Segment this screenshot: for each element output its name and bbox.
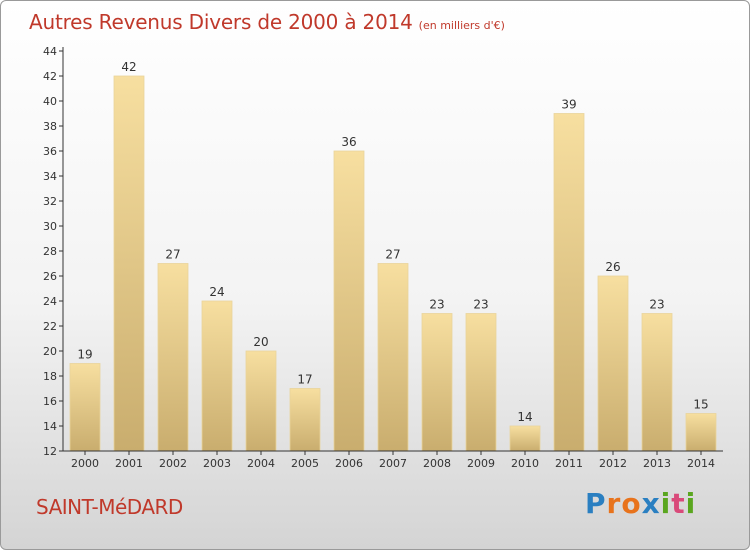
bar-2000 bbox=[69, 363, 101, 452]
data-label: 23 bbox=[429, 298, 444, 312]
bar-2014 bbox=[685, 413, 717, 452]
data-label: 39 bbox=[561, 98, 576, 112]
y-tick-label: 26 bbox=[43, 270, 57, 283]
x-tick-label: 2012 bbox=[599, 457, 627, 470]
data-label: 14 bbox=[517, 410, 532, 424]
y-tick-label: 32 bbox=[43, 195, 57, 208]
y-tick-label: 24 bbox=[43, 295, 57, 308]
logo-letter: x bbox=[641, 487, 661, 520]
data-label: 17 bbox=[297, 373, 312, 387]
y-tick-label: 44 bbox=[43, 45, 57, 58]
x-tick-label: 2003 bbox=[203, 457, 231, 470]
bar-2002 bbox=[157, 263, 189, 452]
data-label: 26 bbox=[605, 260, 620, 274]
x-tick-label: 2000 bbox=[71, 457, 99, 470]
x-tick-label: 2007 bbox=[379, 457, 407, 470]
x-tick-label: 2009 bbox=[467, 457, 495, 470]
y-tick-label: 18 bbox=[43, 370, 57, 383]
bars: 19 42 27 24 20 17 36 27 23 23 14 39 26 23 15 bbox=[69, 60, 717, 452]
logo-letter: r bbox=[606, 487, 622, 520]
chart-title-text: Autres Revenus Divers de 2000 à 2014 bbox=[29, 10, 413, 34]
x-axis: 2000 2001 2002 2003 2004 2005 2006 2007 2008 2009… bbox=[63, 450, 723, 470]
x-tick-label: 2005 bbox=[291, 457, 319, 470]
bar-2001 bbox=[113, 75, 145, 452]
town-name: SAINT-MéDARD bbox=[36, 495, 183, 519]
y-tick-label: 38 bbox=[43, 120, 57, 133]
data-label: 42 bbox=[121, 60, 136, 74]
bar-2010 bbox=[509, 425, 541, 452]
bar-2003 bbox=[201, 300, 233, 452]
x-tick-label: 2014 bbox=[687, 457, 715, 470]
data-label: 27 bbox=[385, 248, 400, 262]
bar-2012 bbox=[597, 275, 629, 452]
x-tick-label: 2011 bbox=[555, 457, 583, 470]
y-tick-label: 14 bbox=[43, 420, 57, 433]
logo-letter: o bbox=[621, 487, 642, 520]
bar-2009 bbox=[465, 313, 497, 452]
bar-2008 bbox=[421, 313, 453, 452]
bar-2004 bbox=[245, 350, 277, 452]
logo-letter: i bbox=[685, 487, 697, 520]
y-tick-label: 28 bbox=[43, 245, 57, 258]
y-tick-label: 16 bbox=[43, 395, 57, 408]
x-tick-label: 2006 bbox=[335, 457, 363, 470]
data-label: 19 bbox=[77, 348, 92, 362]
logo-letter: i bbox=[660, 487, 672, 520]
chart-title: Autres Revenus Divers de 2000 à 2014 (en … bbox=[29, 10, 505, 34]
x-tick-label: 2010 bbox=[511, 457, 539, 470]
data-label: 27 bbox=[165, 248, 180, 262]
data-label: 15 bbox=[693, 398, 708, 412]
x-tick-label: 2013 bbox=[643, 457, 671, 470]
y-tick-label: 12 bbox=[43, 445, 57, 458]
y-tick-label: 20 bbox=[43, 345, 57, 358]
y-axis: 12 14 16 18 20 22 24 26 28 30 32 34 36 38 40 42 44 bbox=[43, 45, 64, 458]
chart-title-unit: (en milliers d'€) bbox=[418, 19, 505, 32]
data-label: 36 bbox=[341, 135, 356, 149]
y-tick-label: 22 bbox=[43, 320, 57, 333]
y-tick-label: 30 bbox=[43, 220, 57, 233]
x-tick-label: 2004 bbox=[247, 457, 275, 470]
bar-2013 bbox=[641, 313, 673, 452]
x-tick-label: 2008 bbox=[423, 457, 451, 470]
y-tick-label: 42 bbox=[43, 70, 57, 83]
bar-2006 bbox=[333, 150, 365, 452]
data-label: 23 bbox=[649, 298, 664, 312]
logo-letter: P bbox=[585, 487, 607, 520]
logo-letter: t bbox=[671, 487, 686, 520]
x-tick-label: 2001 bbox=[115, 457, 143, 470]
data-label: 24 bbox=[209, 285, 224, 299]
data-label: 20 bbox=[253, 335, 268, 349]
y-tick-label: 34 bbox=[43, 170, 57, 183]
data-label: 23 bbox=[473, 298, 488, 312]
bar-2005 bbox=[289, 388, 321, 452]
y-tick-label: 36 bbox=[43, 145, 57, 158]
y-tick-label: 40 bbox=[43, 95, 57, 108]
bar-2007 bbox=[377, 263, 409, 452]
x-tick-label: 2002 bbox=[159, 457, 187, 470]
proxiti-logo: Proxiti bbox=[585, 487, 696, 520]
bar-2011 bbox=[553, 113, 585, 452]
